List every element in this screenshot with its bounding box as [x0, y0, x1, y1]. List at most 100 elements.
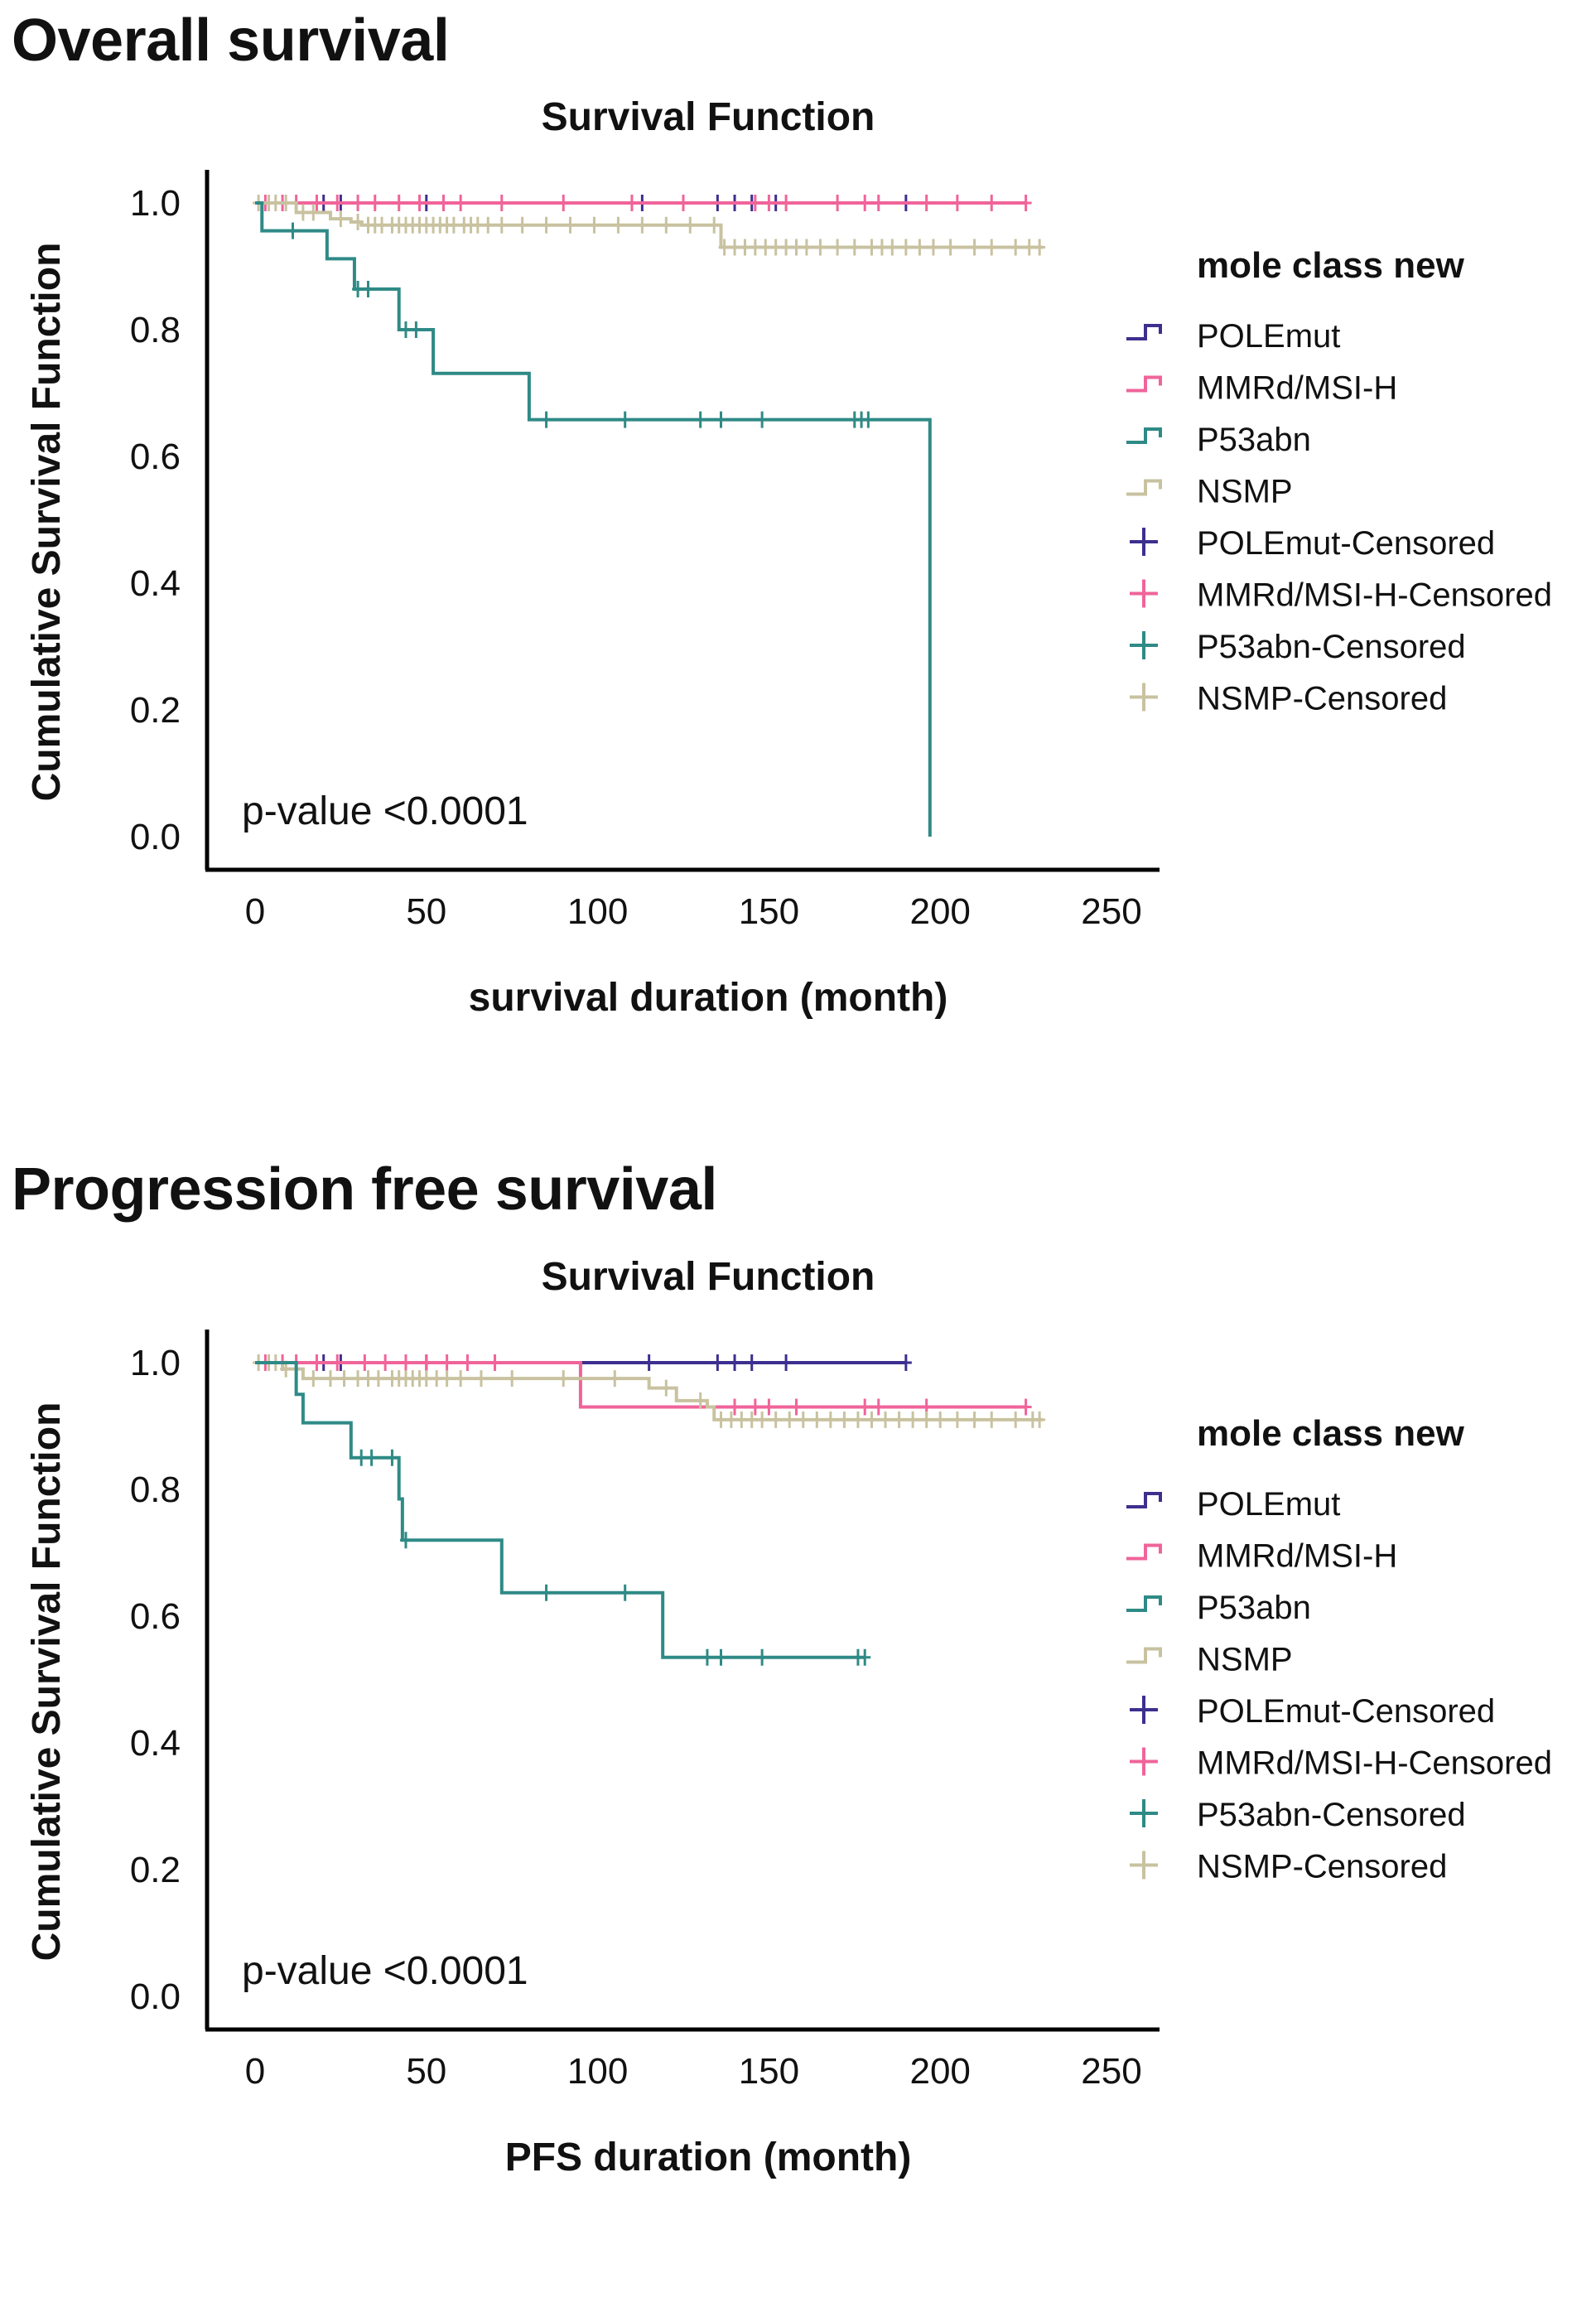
censor-mark-nsmp — [968, 1411, 981, 1428]
x-tick-label: 0 — [245, 2051, 265, 2092]
censor-mark-nsmp — [335, 210, 347, 228]
censor-mark-mmrd-msi-h — [1020, 1398, 1032, 1416]
censor-mark-mmrd-msi-h — [441, 1354, 453, 1371]
legend-label: POLEmut-Censored — [1197, 525, 1495, 562]
censor-mark-p53abn — [862, 411, 875, 428]
censor-mark-mmrd-msi-h — [920, 195, 933, 211]
km-curve-nsmp — [255, 201, 1044, 249]
censor-mark-nsmp — [495, 216, 508, 234]
censor-mark-mmrd-msi-h — [489, 1354, 501, 1371]
censor-mark-nsmp — [482, 216, 494, 234]
censor-mark-nsmp — [880, 1411, 892, 1428]
censor-mark-nsmp — [1010, 1411, 1022, 1428]
censor-mark-nsmp — [307, 1370, 320, 1388]
legend-item-p53abn-censored: P53abn-Censored — [1130, 629, 1466, 665]
legend-label: POLEmut — [1197, 1486, 1340, 1523]
x-tick-label: 250 — [1081, 2051, 1141, 2092]
legend-item-nsmp-censored: NSMP-Censored — [1130, 681, 1447, 717]
legend-swatch-line — [1126, 479, 1162, 496]
censor-mark-p53abn — [859, 1648, 871, 1666]
legend-label: MMRd/MSI-H-Censored — [1197, 1745, 1552, 1782]
censor-mark-nsmp — [769, 239, 782, 256]
censor-mark-p53abn — [352, 281, 364, 298]
censor-mark-nsmp — [725, 1411, 737, 1428]
censor-mark-nsmp — [715, 1411, 727, 1428]
censor-mark-mmrd-msi-h — [359, 1354, 371, 1371]
progression-free-survival-chart: Survival Function 0.0 0.2 0.4 0.6 0.8 1.0 0 50 10… — [25, 1255, 1552, 2179]
censor-mark-nsmp — [338, 1370, 350, 1388]
x-tick-label: 100 — [567, 891, 628, 932]
censor-mark-p53abn — [701, 1648, 713, 1666]
km-curve-mmrd-msi-h — [255, 1361, 1026, 1409]
censor-mark-nsmp — [447, 216, 460, 234]
censor-mark-nsmp — [718, 239, 730, 256]
censor-mark-nsmp — [914, 239, 926, 256]
section-title-overall-survival: Overall survival — [12, 7, 450, 74]
legend-item-p53abn: P53abn — [1126, 1590, 1311, 1626]
legend-swatch-censor — [1130, 631, 1158, 659]
censor-mark-mmrd-msi-h — [780, 195, 793, 211]
censor-mark-mmrd-msi-h — [437, 195, 450, 211]
censor-mark-nsmp — [745, 1411, 758, 1428]
censor-mark-mmrd-msi-h — [986, 195, 998, 211]
y-tick-label: 1.0 — [130, 1343, 181, 1383]
y-tick-label: 0.8 — [130, 310, 181, 350]
censor-mark-mmrd-msi-h — [1020, 195, 1032, 211]
x-tick-label: 200 — [909, 2051, 970, 2092]
censor-mark-nsmp — [297, 204, 309, 221]
censor-mark-mmrd-msi-h — [872, 1398, 885, 1416]
censor-mark-nsmp — [886, 239, 899, 256]
km-curve-nsmp — [255, 1361, 1044, 1421]
censor-mark-polemut — [729, 1354, 741, 1371]
censor-mark-nsmp — [564, 216, 576, 234]
legend-swatch-line — [1126, 1595, 1162, 1612]
censor-mark-nsmp — [866, 1411, 878, 1428]
censor-mark-nsmp — [851, 1411, 864, 1428]
legend-item-polemut: POLEmut — [1126, 1486, 1340, 1523]
legend-swatch-censor — [1130, 579, 1158, 608]
censor-mark-nsmp — [1023, 239, 1035, 256]
legend-item-nsmp: NSMP — [1126, 474, 1293, 510]
censor-mark-nsmp — [866, 239, 878, 256]
legend-label: NSMP — [1197, 1642, 1293, 1678]
y-tick-label: 0.4 — [130, 563, 181, 604]
km-curve-p53abn — [255, 1361, 866, 1659]
censor-mark-mmrd-msi-h — [311, 195, 323, 211]
y-tick-label: 0.2 — [130, 690, 181, 731]
censor-mark-p53abn — [756, 411, 769, 428]
censor-mark-mmrd-msi-h — [677, 195, 689, 211]
x-tick-label: 100 — [567, 2051, 628, 2092]
x-tick-label: 50 — [406, 2051, 446, 2092]
censor-mark-nsmp — [848, 239, 861, 256]
legend-label: P53abn — [1197, 422, 1311, 458]
censor-mark-nsmp — [660, 216, 673, 234]
censor-mark-p53abn — [355, 1449, 368, 1466]
censor-mark-nsmp — [739, 239, 751, 256]
censor-mark-p53abn — [756, 1648, 769, 1666]
censor-mark-nsmp — [684, 216, 697, 234]
legend-label: P53abn-Censored — [1197, 1797, 1466, 1833]
legend-label: POLEmut-Censored — [1197, 1693, 1495, 1730]
censor-mark-p53abn — [715, 411, 727, 428]
censor-mark-nsmp — [756, 1411, 769, 1428]
series-p53abn — [255, 1361, 871, 1666]
censor-mark-nsmp — [986, 1411, 998, 1428]
p-value-annotation: p-value <0.0001 — [242, 789, 528, 833]
censor-mark-nsmp — [790, 239, 803, 256]
censor-mark-polemut — [899, 1354, 912, 1371]
censor-mark-mmrd-msi-h — [311, 1354, 323, 1371]
x-tick-label: 250 — [1081, 891, 1141, 932]
censor-mark-mmrd-msi-h — [951, 195, 963, 211]
censor-mark-nsmp — [307, 204, 320, 221]
y-tick-label: 0.8 — [130, 1470, 181, 1510]
censor-mark-nsmp — [455, 1370, 467, 1388]
censor-mark-nsmp — [280, 195, 292, 211]
censor-mark-nsmp — [951, 1411, 963, 1428]
censor-mark-mmrd-msi-h — [399, 1354, 412, 1371]
y-tick-label: 0.6 — [130, 437, 181, 477]
censor-mark-nsmp — [636, 216, 649, 234]
censor-mark-mmrd-msi-h — [872, 195, 885, 211]
legend-swatch-censor — [1130, 1851, 1158, 1880]
censor-mark-p53abn — [410, 321, 422, 338]
y-axis-label: Cumulative Survival Function — [25, 1402, 69, 1962]
